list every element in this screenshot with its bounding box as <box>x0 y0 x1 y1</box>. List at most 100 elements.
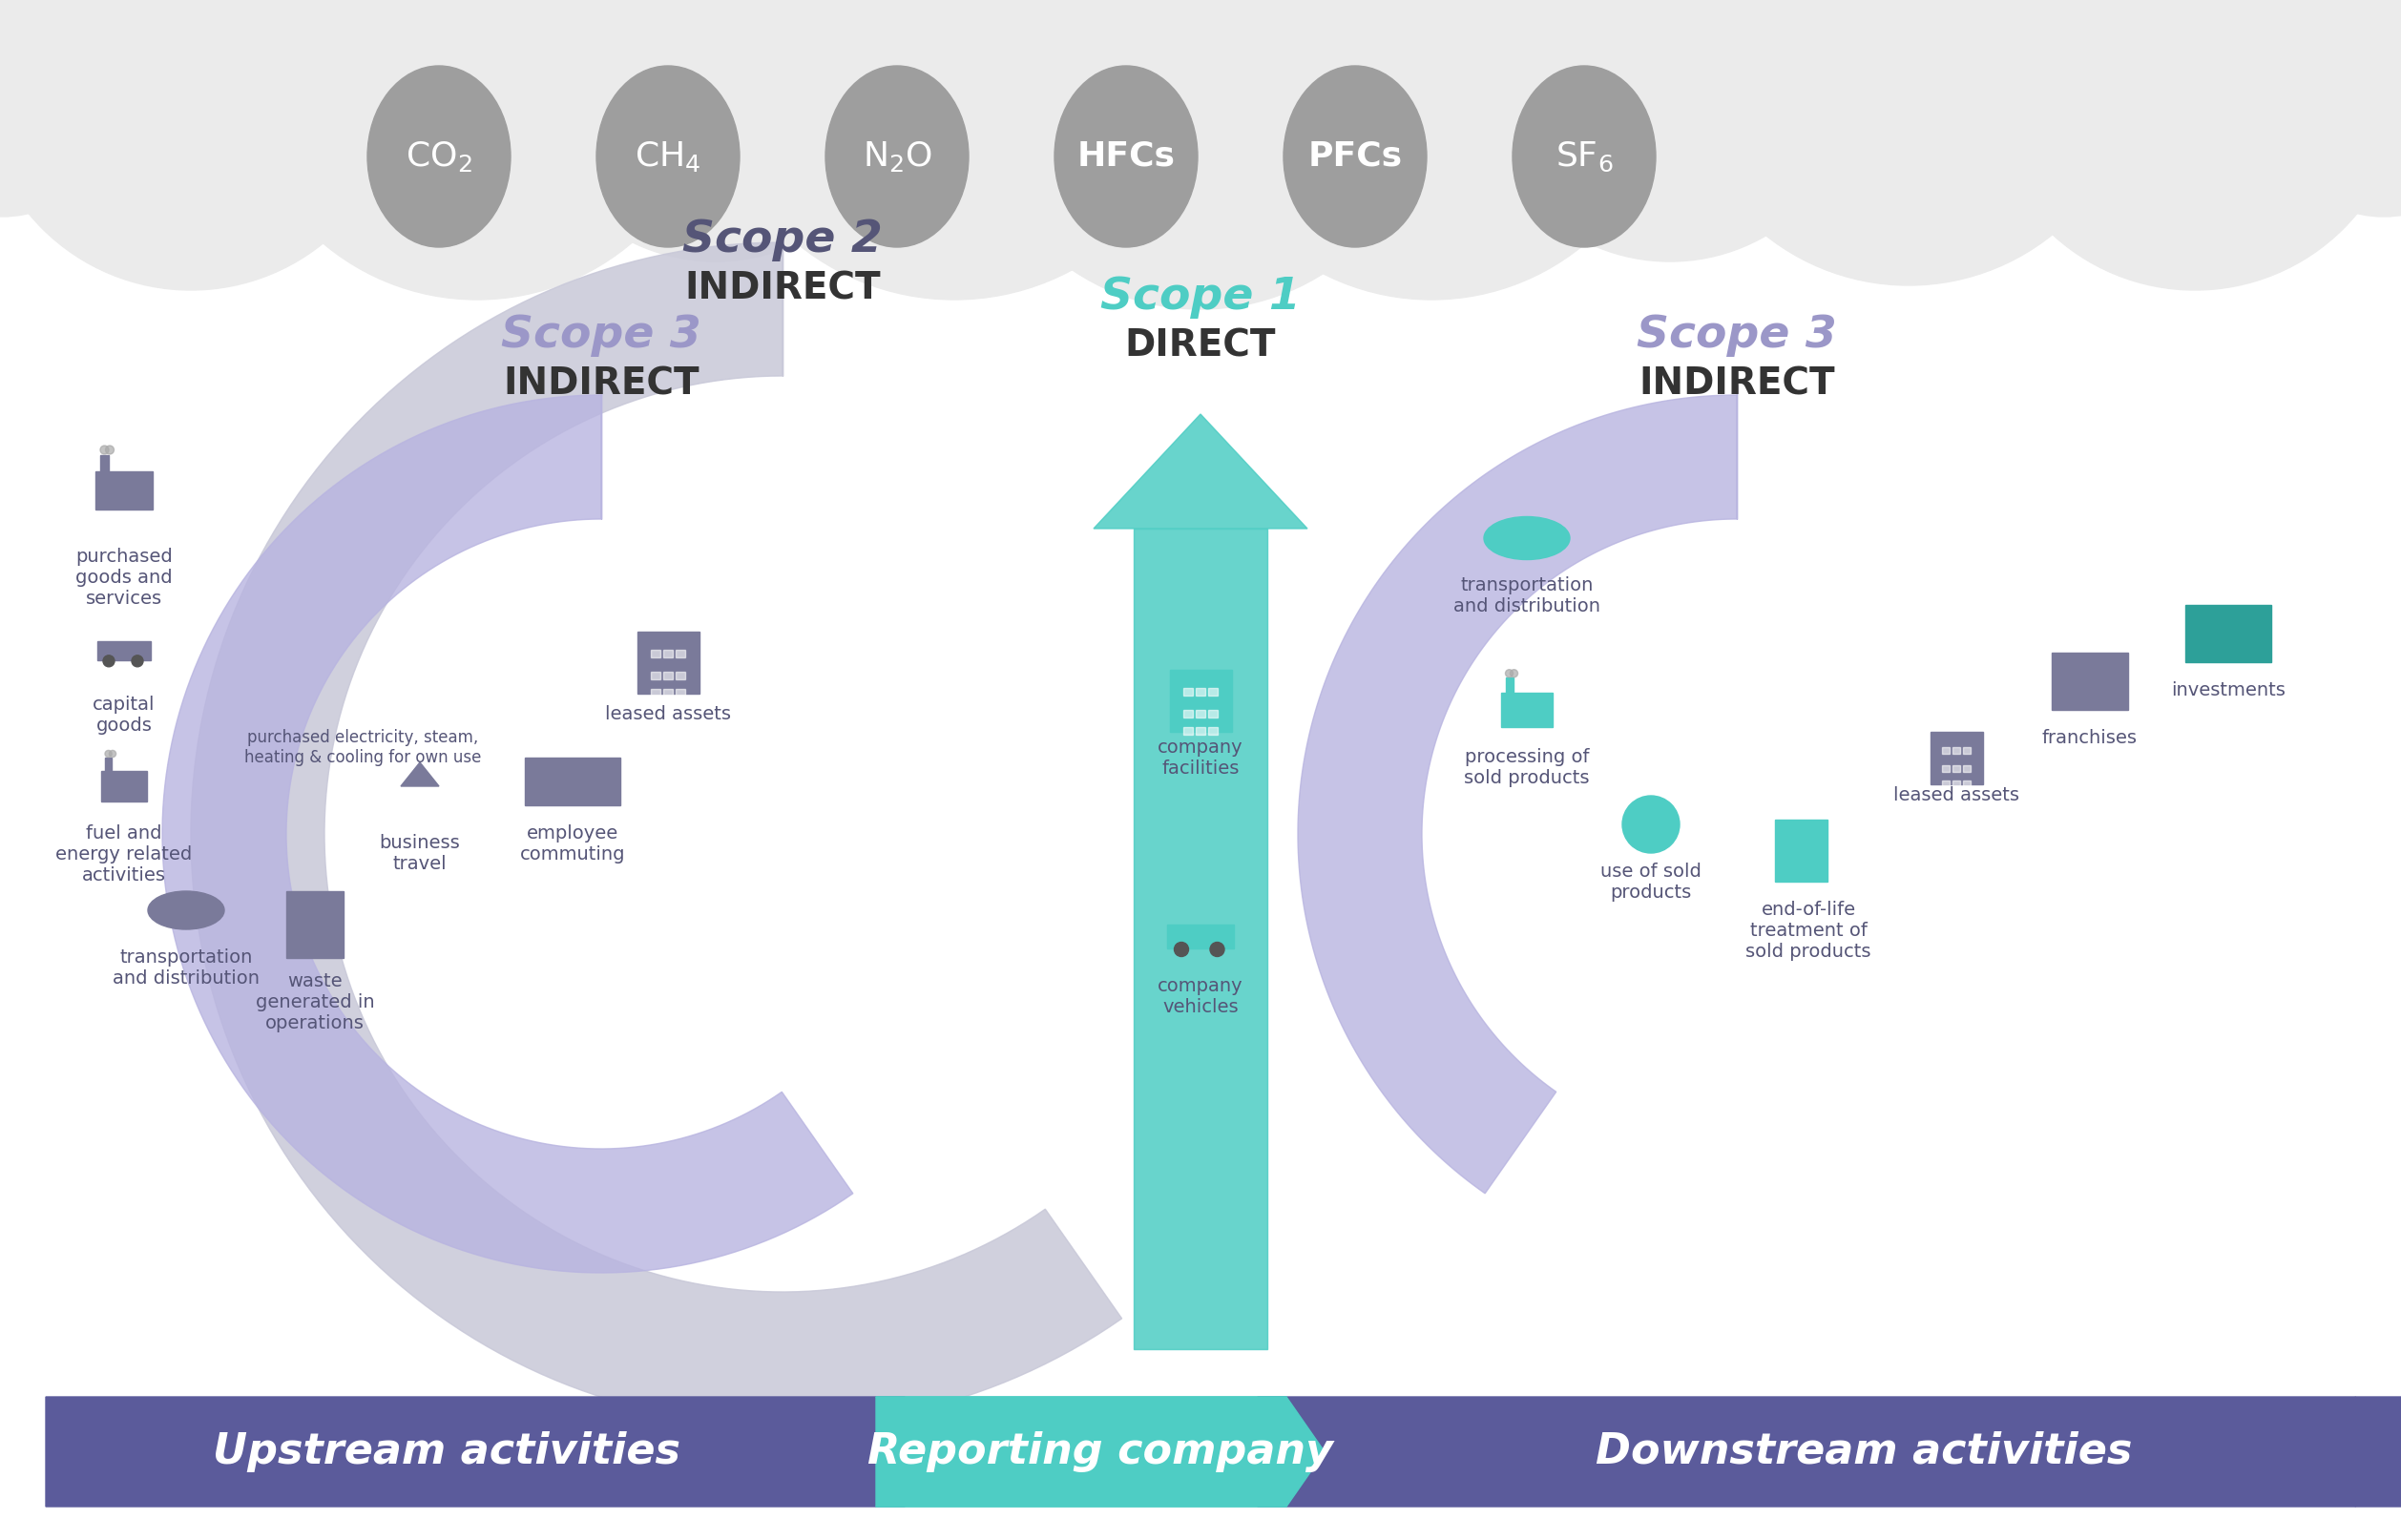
Circle shape <box>170 0 463 185</box>
Text: $\mathrm{N_2O}$: $\mathrm{N_2O}$ <box>862 139 932 174</box>
Circle shape <box>1890 0 2122 217</box>
Text: employee
commuting: employee commuting <box>521 824 624 864</box>
Circle shape <box>1085 0 1347 216</box>
Text: HFCs: HFCs <box>1078 140 1174 172</box>
Circle shape <box>1210 942 1225 956</box>
FancyBboxPatch shape <box>286 892 343 958</box>
Polygon shape <box>163 396 852 1274</box>
Circle shape <box>903 0 1225 194</box>
Circle shape <box>819 0 1090 38</box>
Circle shape <box>264 0 495 217</box>
Circle shape <box>238 0 715 300</box>
FancyBboxPatch shape <box>1208 688 1217 696</box>
FancyBboxPatch shape <box>1952 781 1959 787</box>
Circle shape <box>1623 796 1681 853</box>
Circle shape <box>1176 0 1498 194</box>
Text: transportation
and distribution: transportation and distribution <box>113 949 259 987</box>
FancyBboxPatch shape <box>1196 710 1205 718</box>
FancyBboxPatch shape <box>1258 1397 2401 1506</box>
Text: processing of
sold products: processing of sold products <box>1465 748 1589 787</box>
Circle shape <box>127 0 379 91</box>
FancyBboxPatch shape <box>1942 747 1950 753</box>
Circle shape <box>1736 0 1947 194</box>
Circle shape <box>1921 0 2216 185</box>
Circle shape <box>468 0 735 166</box>
Ellipse shape <box>826 66 968 246</box>
FancyBboxPatch shape <box>1501 693 1553 727</box>
FancyBboxPatch shape <box>663 671 672 679</box>
Circle shape <box>406 0 691 72</box>
Circle shape <box>1885 0 2207 171</box>
Circle shape <box>1131 0 1407 91</box>
Polygon shape <box>2355 1397 2401 1506</box>
Circle shape <box>1217 0 1503 72</box>
Circle shape <box>1839 0 2115 68</box>
Text: franchises: franchises <box>2043 728 2137 747</box>
FancyBboxPatch shape <box>1184 710 1193 718</box>
Circle shape <box>1174 942 1188 956</box>
Circle shape <box>1652 0 1918 166</box>
Text: purchased
goods and
services: purchased goods and services <box>74 548 173 608</box>
Circle shape <box>783 0 992 194</box>
Circle shape <box>74 0 307 69</box>
FancyBboxPatch shape <box>1169 670 1232 732</box>
FancyBboxPatch shape <box>101 772 146 801</box>
Circle shape <box>1681 0 2137 285</box>
FancyBboxPatch shape <box>1930 732 1983 784</box>
FancyBboxPatch shape <box>663 688 672 696</box>
Text: Reporting company: Reporting company <box>867 1431 1333 1472</box>
Circle shape <box>346 0 607 49</box>
Text: $\mathrm{CH_4}$: $\mathrm{CH_4}$ <box>634 139 701 174</box>
FancyBboxPatch shape <box>2053 653 2127 710</box>
Circle shape <box>1510 670 1517 678</box>
Text: company
vehicles: company vehicles <box>1157 976 1244 1016</box>
Polygon shape <box>876 1397 1325 1506</box>
Circle shape <box>545 0 773 80</box>
FancyBboxPatch shape <box>1184 727 1193 735</box>
Circle shape <box>972 0 1429 310</box>
Polygon shape <box>192 242 1121 1426</box>
FancyBboxPatch shape <box>1962 765 1971 772</box>
Text: $\mathrm{CO_2}$: $\mathrm{CO_2}$ <box>406 139 473 174</box>
Circle shape <box>1479 0 1861 262</box>
FancyBboxPatch shape <box>1942 781 1950 787</box>
Circle shape <box>1421 0 1688 166</box>
Circle shape <box>1565 0 1774 62</box>
FancyBboxPatch shape <box>1133 528 1268 1349</box>
FancyBboxPatch shape <box>651 688 660 696</box>
Circle shape <box>869 0 1121 229</box>
FancyBboxPatch shape <box>651 650 660 658</box>
Circle shape <box>1577 0 1830 205</box>
Circle shape <box>2005 0 2257 91</box>
FancyBboxPatch shape <box>46 1397 905 1506</box>
Circle shape <box>994 0 1270 91</box>
FancyBboxPatch shape <box>1167 924 1234 949</box>
FancyBboxPatch shape <box>1196 688 1205 696</box>
FancyBboxPatch shape <box>1208 710 1217 718</box>
FancyBboxPatch shape <box>106 758 113 772</box>
Circle shape <box>1702 0 1978 68</box>
Circle shape <box>1986 0 2401 290</box>
Text: transportation
and distribution: transportation and distribution <box>1453 576 1601 616</box>
FancyBboxPatch shape <box>1774 819 1827 881</box>
FancyBboxPatch shape <box>1952 747 1959 753</box>
Circle shape <box>0 0 211 185</box>
Circle shape <box>1613 0 1842 80</box>
Circle shape <box>1359 0 1647 72</box>
FancyBboxPatch shape <box>98 641 151 661</box>
Circle shape <box>1280 0 1532 229</box>
Circle shape <box>0 0 401 290</box>
Circle shape <box>2 0 255 91</box>
Text: Downstream activities: Downstream activities <box>1594 1431 2132 1472</box>
Circle shape <box>103 656 115 667</box>
Circle shape <box>1393 0 1604 194</box>
Ellipse shape <box>1484 517 1570 559</box>
Circle shape <box>1611 0 1930 171</box>
Circle shape <box>929 0 1277 176</box>
Circle shape <box>1782 0 2034 45</box>
FancyBboxPatch shape <box>1196 727 1205 735</box>
Text: DIRECT: DIRECT <box>1126 328 1275 365</box>
FancyBboxPatch shape <box>675 688 684 696</box>
Text: INDIRECT: INDIRECT <box>684 271 881 308</box>
Circle shape <box>132 656 144 667</box>
